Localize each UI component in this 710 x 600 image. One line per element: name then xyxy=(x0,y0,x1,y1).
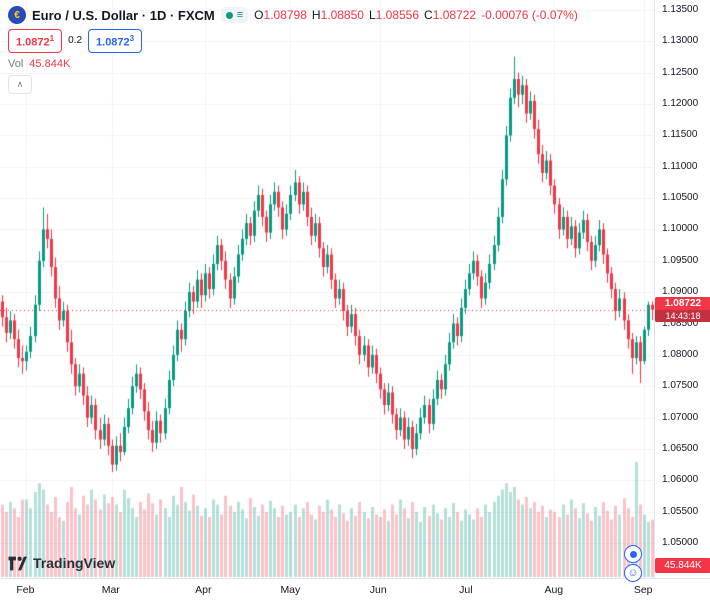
price-axis-label: 1.09000 xyxy=(662,286,699,298)
volume-legend-row: Vol 45.844K xyxy=(8,58,578,70)
ohlc-values: O1.08798 H1.08850 L1.08556 C1.08722 -0.0… xyxy=(254,8,578,22)
price-axis-label: 1.12500 xyxy=(662,66,699,78)
symbol-title[interactable]: Euro / U.S. Dollar · 1D · FXCM xyxy=(32,7,215,23)
high-label: H xyxy=(311,8,321,22)
change-value: -0.00076 (-0.07%) xyxy=(481,8,578,22)
volume-value: 45.844K xyxy=(29,57,71,70)
price-axis-label: 1.13000 xyxy=(662,35,699,47)
time-axis-label: Sep xyxy=(633,584,653,596)
source-status-pill[interactable]: ≡ xyxy=(220,7,249,23)
time-axis[interactable]: Feb Mar Apr May Jun Jul Aug Sep xyxy=(0,578,710,600)
buy-price-sup: 3 xyxy=(129,34,135,43)
price-axis-label: 1.08500 xyxy=(662,317,699,329)
open-label: O xyxy=(254,8,264,22)
price-axis-label: 1.07500 xyxy=(662,380,699,392)
smiley-icon-button[interactable]: ☺ xyxy=(624,564,642,582)
price-axis-label: 1.09500 xyxy=(662,254,699,266)
price-axis-label: 1.07000 xyxy=(662,411,699,423)
time-axis-label: May xyxy=(280,584,301,596)
current-price-value: 1.08722 xyxy=(664,297,702,309)
price-axis[interactable]: 1.08722 14:43:18 45.844K 1.13500 1.13000 1… xyxy=(654,0,710,578)
bar-countdown: 14:43:18 xyxy=(655,309,710,322)
open-value: 1.08798 xyxy=(263,8,307,22)
low-label: L xyxy=(368,8,376,22)
target-dot-icon xyxy=(629,550,637,558)
sell-button[interactable]: 1.08721 xyxy=(8,29,63,53)
current-price-badge: 1.08722 14:43:18 xyxy=(655,296,710,322)
price-axis-label: 1.11000 xyxy=(662,160,698,172)
volume-axis-badge: 45.844K xyxy=(655,558,710,573)
sell-price-sup: 1 xyxy=(49,34,55,43)
spread-value: 0.2 xyxy=(68,35,83,47)
close-label: C xyxy=(424,8,433,22)
price-axis-label: 1.10500 xyxy=(662,192,699,204)
price-axis-label: 1.11500 xyxy=(662,129,698,141)
close-value: 1.08722 xyxy=(432,8,477,22)
time-axis-label: Mar xyxy=(101,584,120,596)
list-icon: ≡ xyxy=(236,9,244,21)
brand-name: TradingView xyxy=(33,555,116,571)
symbol-row: € Euro / U.S. Dollar · 1D · FXCM ≡ O1.08… xyxy=(8,6,578,24)
high-value: 1.08850 xyxy=(320,8,364,22)
chart-legend: € Euro / U.S. Dollar · 1D · FXCM ≡ O1.08… xyxy=(8,6,578,99)
price-axis-label: 1.06500 xyxy=(662,442,699,454)
volume-label: Vol xyxy=(8,57,24,70)
collapse-legend-button[interactable]: ∧ xyxy=(8,74,32,94)
price-axis-label: 1.05500 xyxy=(662,505,699,517)
price-axis-label: 1.13500 xyxy=(662,4,699,15)
time-axis-label: Feb xyxy=(16,584,35,596)
buy-button[interactable]: 1.08723 xyxy=(88,29,143,53)
price-axis-label: 1.06000 xyxy=(662,474,699,486)
time-axis-label: Aug xyxy=(544,584,564,596)
tradingview-brand[interactable]: TradingView xyxy=(8,555,115,571)
price-axis-label: 1.08000 xyxy=(662,348,699,360)
tradingview-logo-icon xyxy=(8,556,27,570)
price-axis-label: 1.10000 xyxy=(662,223,699,235)
time-axis-label: Jul xyxy=(459,584,473,596)
legend-collapse-row: ∧ xyxy=(8,74,578,94)
target-icon-button[interactable] xyxy=(624,545,642,563)
time-axis-label: Apr xyxy=(195,584,212,596)
status-dot-icon xyxy=(225,11,233,19)
price-axis-label: 1.05000 xyxy=(662,537,699,548)
trade-buttons-row: 1.08721 0.2 1.08723 xyxy=(8,29,578,53)
smiley-icon: ☺ xyxy=(627,566,639,579)
eur-flag-icon: € xyxy=(8,6,26,24)
candlestick-chart[interactable] xyxy=(0,0,654,578)
low-value: 1.08556 xyxy=(375,8,420,22)
price-axis-label: 1.12000 xyxy=(662,98,699,110)
time-axis-label: Jun xyxy=(369,584,387,596)
